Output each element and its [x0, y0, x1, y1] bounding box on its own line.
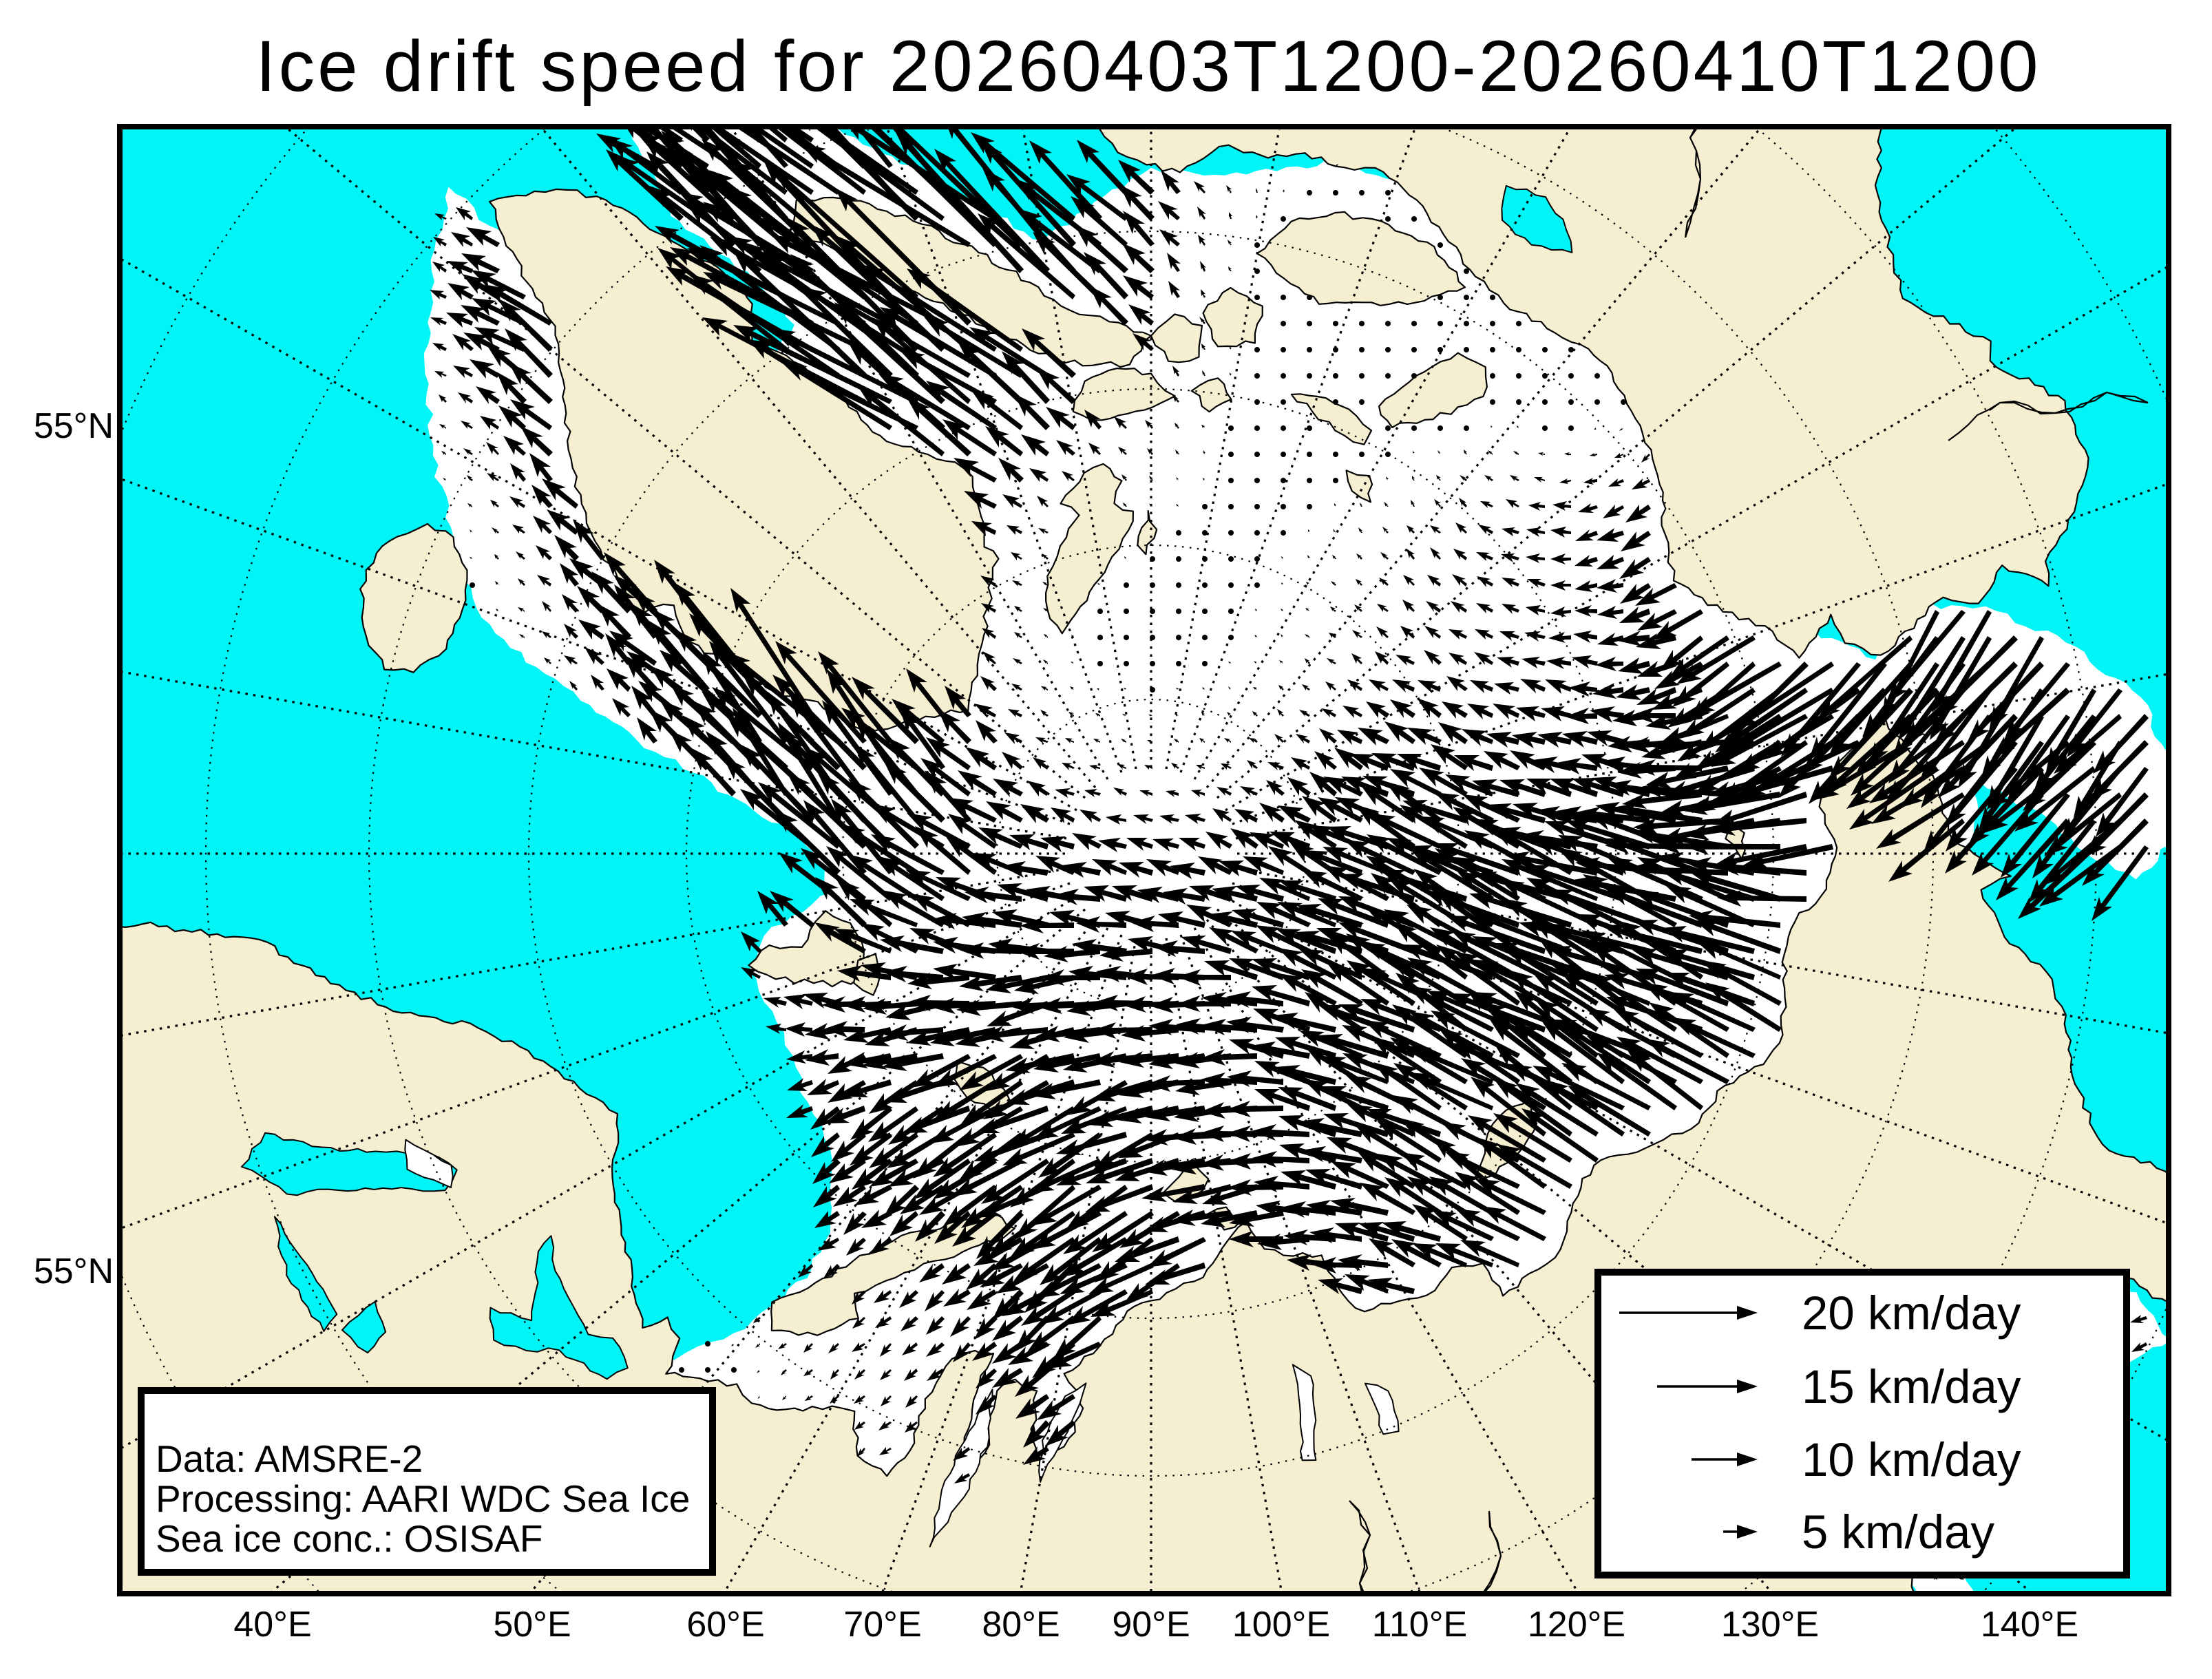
- svg-text:20 km/day: 20 km/day: [1802, 1287, 2021, 1340]
- svg-text:120°E: 120°E: [1528, 1605, 1625, 1645]
- svg-text:55°N: 55°N: [34, 1252, 114, 1291]
- svg-text:Ice drift speed for 20260403T1: Ice drift speed for 20260403T1200-202604…: [255, 26, 2041, 107]
- svg-text:90°E: 90°E: [1112, 1605, 1190, 1645]
- svg-text:Sea ice conc.: OSISAF: Sea ice conc.: OSISAF: [156, 1517, 543, 1560]
- svg-text:5 km/day: 5 km/day: [1802, 1506, 1994, 1559]
- svg-text:110°E: 110°E: [1372, 1605, 1467, 1645]
- svg-text:60°E: 60°E: [686, 1605, 764, 1645]
- svg-text:50°E: 50°E: [493, 1605, 571, 1645]
- svg-text:55°N: 55°N: [34, 406, 114, 446]
- svg-text:Data: AMSRE-2: Data: AMSRE-2: [156, 1437, 423, 1480]
- svg-text:Processing: AARI WDC Sea Ice: Processing: AARI WDC Sea Ice: [156, 1477, 690, 1520]
- svg-text:80°E: 80°E: [982, 1605, 1060, 1645]
- svg-text:15 km/day: 15 km/day: [1802, 1360, 2021, 1413]
- svg-text:70°E: 70°E: [843, 1605, 921, 1645]
- svg-text:10 km/day: 10 km/day: [1802, 1433, 2021, 1486]
- svg-text:130°E: 130°E: [1721, 1605, 1819, 1645]
- svg-text:100°E: 100°E: [1232, 1605, 1330, 1645]
- svg-text:140°E: 140°E: [1981, 1605, 2078, 1645]
- svg-text:40°E: 40°E: [233, 1605, 311, 1645]
